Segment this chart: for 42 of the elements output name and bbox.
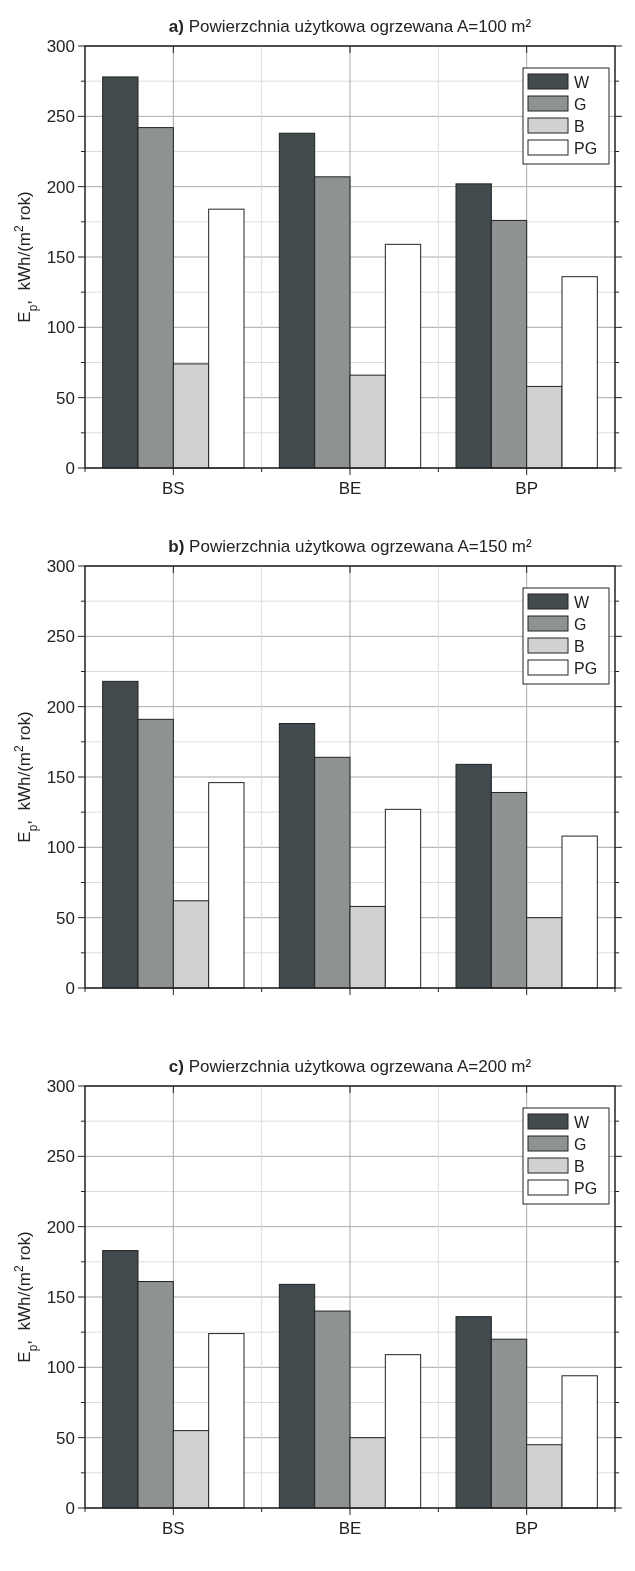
legend-label: W bbox=[574, 73, 590, 91]
y-tick-label: 100 bbox=[46, 318, 75, 338]
y-tick-label: 250 bbox=[46, 627, 75, 647]
y-tick-label: 150 bbox=[46, 1287, 75, 1307]
y-tick-label: 300 bbox=[46, 36, 75, 56]
x-tick-label: BE bbox=[338, 1519, 362, 1538]
legend-label: PG bbox=[574, 1179, 598, 1197]
legend-label: G bbox=[574, 95, 587, 113]
y-tick-label: 250 bbox=[46, 1147, 75, 1167]
legend-label: B bbox=[574, 117, 585, 135]
y-tick-label: 200 bbox=[46, 697, 75, 717]
y-tick-label: 200 bbox=[46, 177, 75, 197]
y-tick-label: 200 bbox=[46, 1217, 75, 1237]
x-tick-label: BS bbox=[161, 479, 185, 498]
y-tick-label: 300 bbox=[46, 556, 75, 576]
y-tick-label: 50 bbox=[56, 388, 75, 408]
chart-title: c) Powierzchnia użytkowa ogrzewana A=200 m² bbox=[168, 1057, 532, 1076]
chart-title: b) Powierzchnia użytkowa ogrzewana A=150 m² bbox=[168, 537, 532, 556]
legend-label: PG bbox=[574, 659, 598, 677]
legend-label: W bbox=[574, 1113, 590, 1131]
legend-label: G bbox=[574, 615, 587, 633]
y-tick-label: 50 bbox=[56, 1428, 75, 1448]
x-tick-label: BS bbox=[161, 1519, 185, 1538]
y-tick-label: 150 bbox=[46, 767, 75, 787]
y-tick-label: 50 bbox=[56, 908, 75, 928]
y-tick-label: 150 bbox=[46, 247, 75, 267]
y-tick-label: 0 bbox=[65, 458, 75, 478]
legend-label: B bbox=[574, 637, 585, 655]
legend-label: B bbox=[574, 1157, 585, 1175]
x-tick-label: BE bbox=[338, 479, 362, 498]
y-tick-label: 300 bbox=[46, 1076, 75, 1096]
y-tick-label: 250 bbox=[46, 107, 75, 127]
y-tick-label: 100 bbox=[46, 838, 75, 858]
y-tick-label: 100 bbox=[46, 1358, 75, 1378]
y-tick-label: 0 bbox=[65, 978, 75, 998]
x-tick-label: BP bbox=[515, 1519, 539, 1538]
legend-label: PG bbox=[574, 139, 598, 157]
y-tick-label: 0 bbox=[65, 1498, 75, 1518]
legend-label: W bbox=[574, 593, 590, 611]
legend-label: G bbox=[574, 1135, 587, 1153]
x-tick-label: BP bbox=[515, 479, 539, 498]
chart-title: a) Powierzchnia użytkowa ogrzewana A=100 m² bbox=[168, 17, 532, 36]
